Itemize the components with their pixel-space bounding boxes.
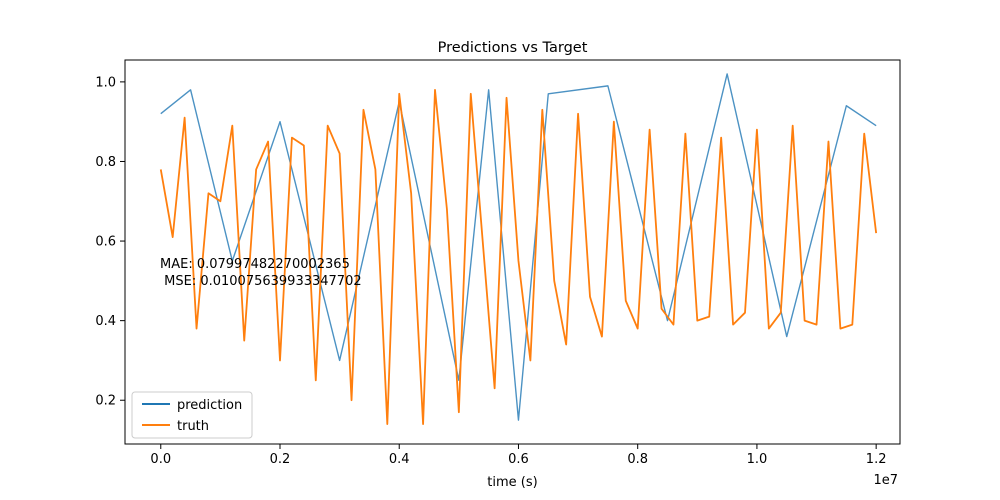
y-tick-label: 0.6 <box>95 235 116 250</box>
y-tick-label: 0.2 <box>95 394 116 409</box>
x-axis-label: time (s) <box>487 475 537 490</box>
x-tick-label: 0.4 <box>389 452 410 467</box>
x-tick-label: 0.2 <box>270 452 291 467</box>
chart-title: Predictions vs Target <box>438 40 588 56</box>
series-line-prediction <box>160 73 877 421</box>
x-tick-label: 1.2 <box>866 452 887 467</box>
y-tick-label: 0.8 <box>95 155 116 170</box>
mse-annotation: MSE: 0.010075639933347702 <box>160 274 362 289</box>
legend-label-truth: truth <box>177 419 209 434</box>
x-tick-label: 0.8 <box>627 452 648 467</box>
x-axis: 0.0 0.2 0.4 0.6 0.8 1.0 1.2 <box>150 444 886 467</box>
mae-annotation: MAE: 0.07997482270002365 <box>160 257 350 272</box>
series-line-truth <box>159 88 878 426</box>
plot-frame <box>124 59 901 445</box>
plot-lines <box>159 73 878 426</box>
legend-label-prediction: prediction <box>177 398 242 413</box>
x-tick-label: 1.0 <box>747 452 768 467</box>
x-tick-label: 0.0 <box>150 452 171 467</box>
x-tick-label: 0.6 <box>508 452 529 467</box>
y-tick-label: 1.0 <box>95 75 116 90</box>
x-axis-offset-label: 1e7 <box>873 473 898 488</box>
y-tick-label: 0.4 <box>95 314 116 329</box>
y-axis: 0.2 0.4 0.6 0.8 1.0 <box>95 75 125 409</box>
legend: prediction truth <box>131 391 253 439</box>
